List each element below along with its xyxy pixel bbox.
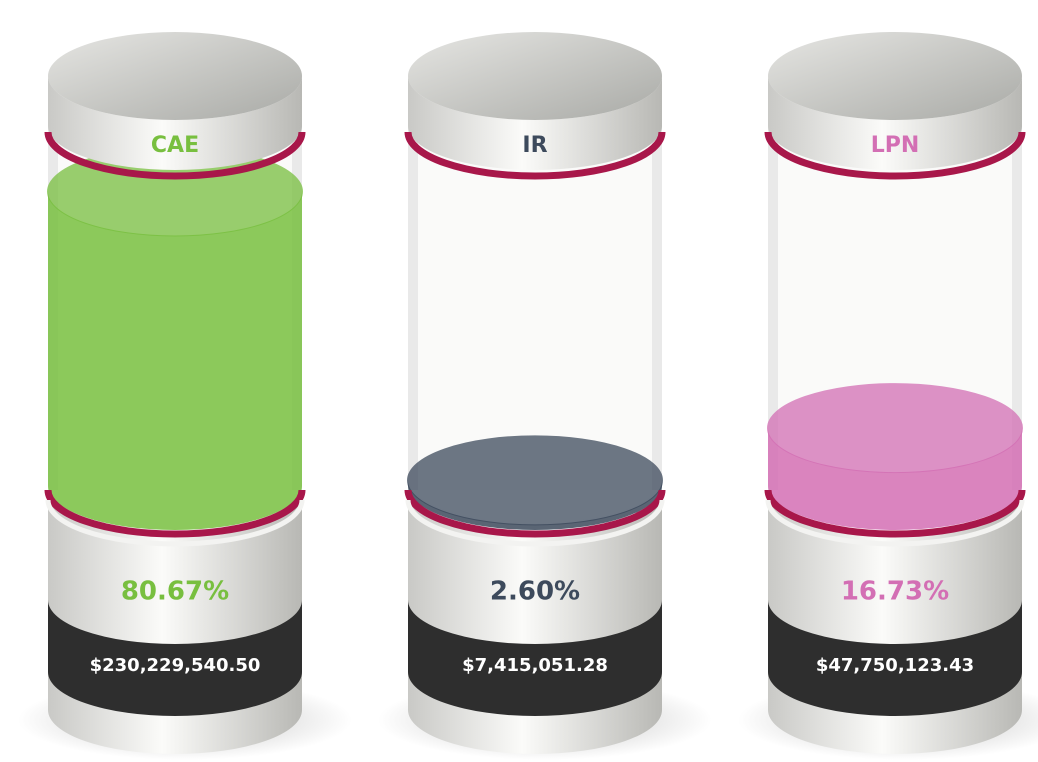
stripe [44,489,306,538]
category-label: IR [522,133,547,158]
cylinder: IR 2.60% $7,415,051.28 [378,32,712,760]
stripe-white [765,499,1025,547]
liquid-top [407,435,663,526]
cylinder: LPN 16.73% $47,750,123.43 [738,32,1038,760]
liquid-top [767,383,1023,474]
cylinder-glass-edge [768,76,778,490]
cap-side [768,76,1022,170]
amount-band [768,600,1022,716]
cap-side [408,76,662,170]
cylinder: CAE 80.67% $230,229,540.50 [18,32,352,760]
stripe [404,489,666,538]
cylinder-glass-edge [1012,76,1022,490]
cylinder-glass-edge [408,76,418,490]
cap-top [48,32,302,120]
cap-top [768,32,1022,120]
value-label: 2.60% [490,577,580,607]
amount-label: $230,229,540.50 [90,655,261,676]
amount-band [408,600,662,716]
cylinder-glass-edge [652,76,662,490]
category-label: CAE [151,133,199,158]
stripe [404,131,666,180]
liquid-side [768,428,1022,530]
stripe [764,131,1026,180]
stripe-white [45,499,305,547]
stripe [764,489,1026,538]
amount-label: $47,750,123.43 [816,655,974,676]
category-label: LPN [871,133,920,158]
stripe [44,131,306,180]
value-label: 80.67% [121,577,229,607]
stripe-white [405,499,665,547]
cap-side [48,76,302,170]
liquid-side [48,191,302,530]
cap-top [408,32,662,120]
value-label: 16.73% [841,577,949,607]
amount-label: $7,415,051.28 [462,655,608,676]
amount-band [48,600,302,716]
